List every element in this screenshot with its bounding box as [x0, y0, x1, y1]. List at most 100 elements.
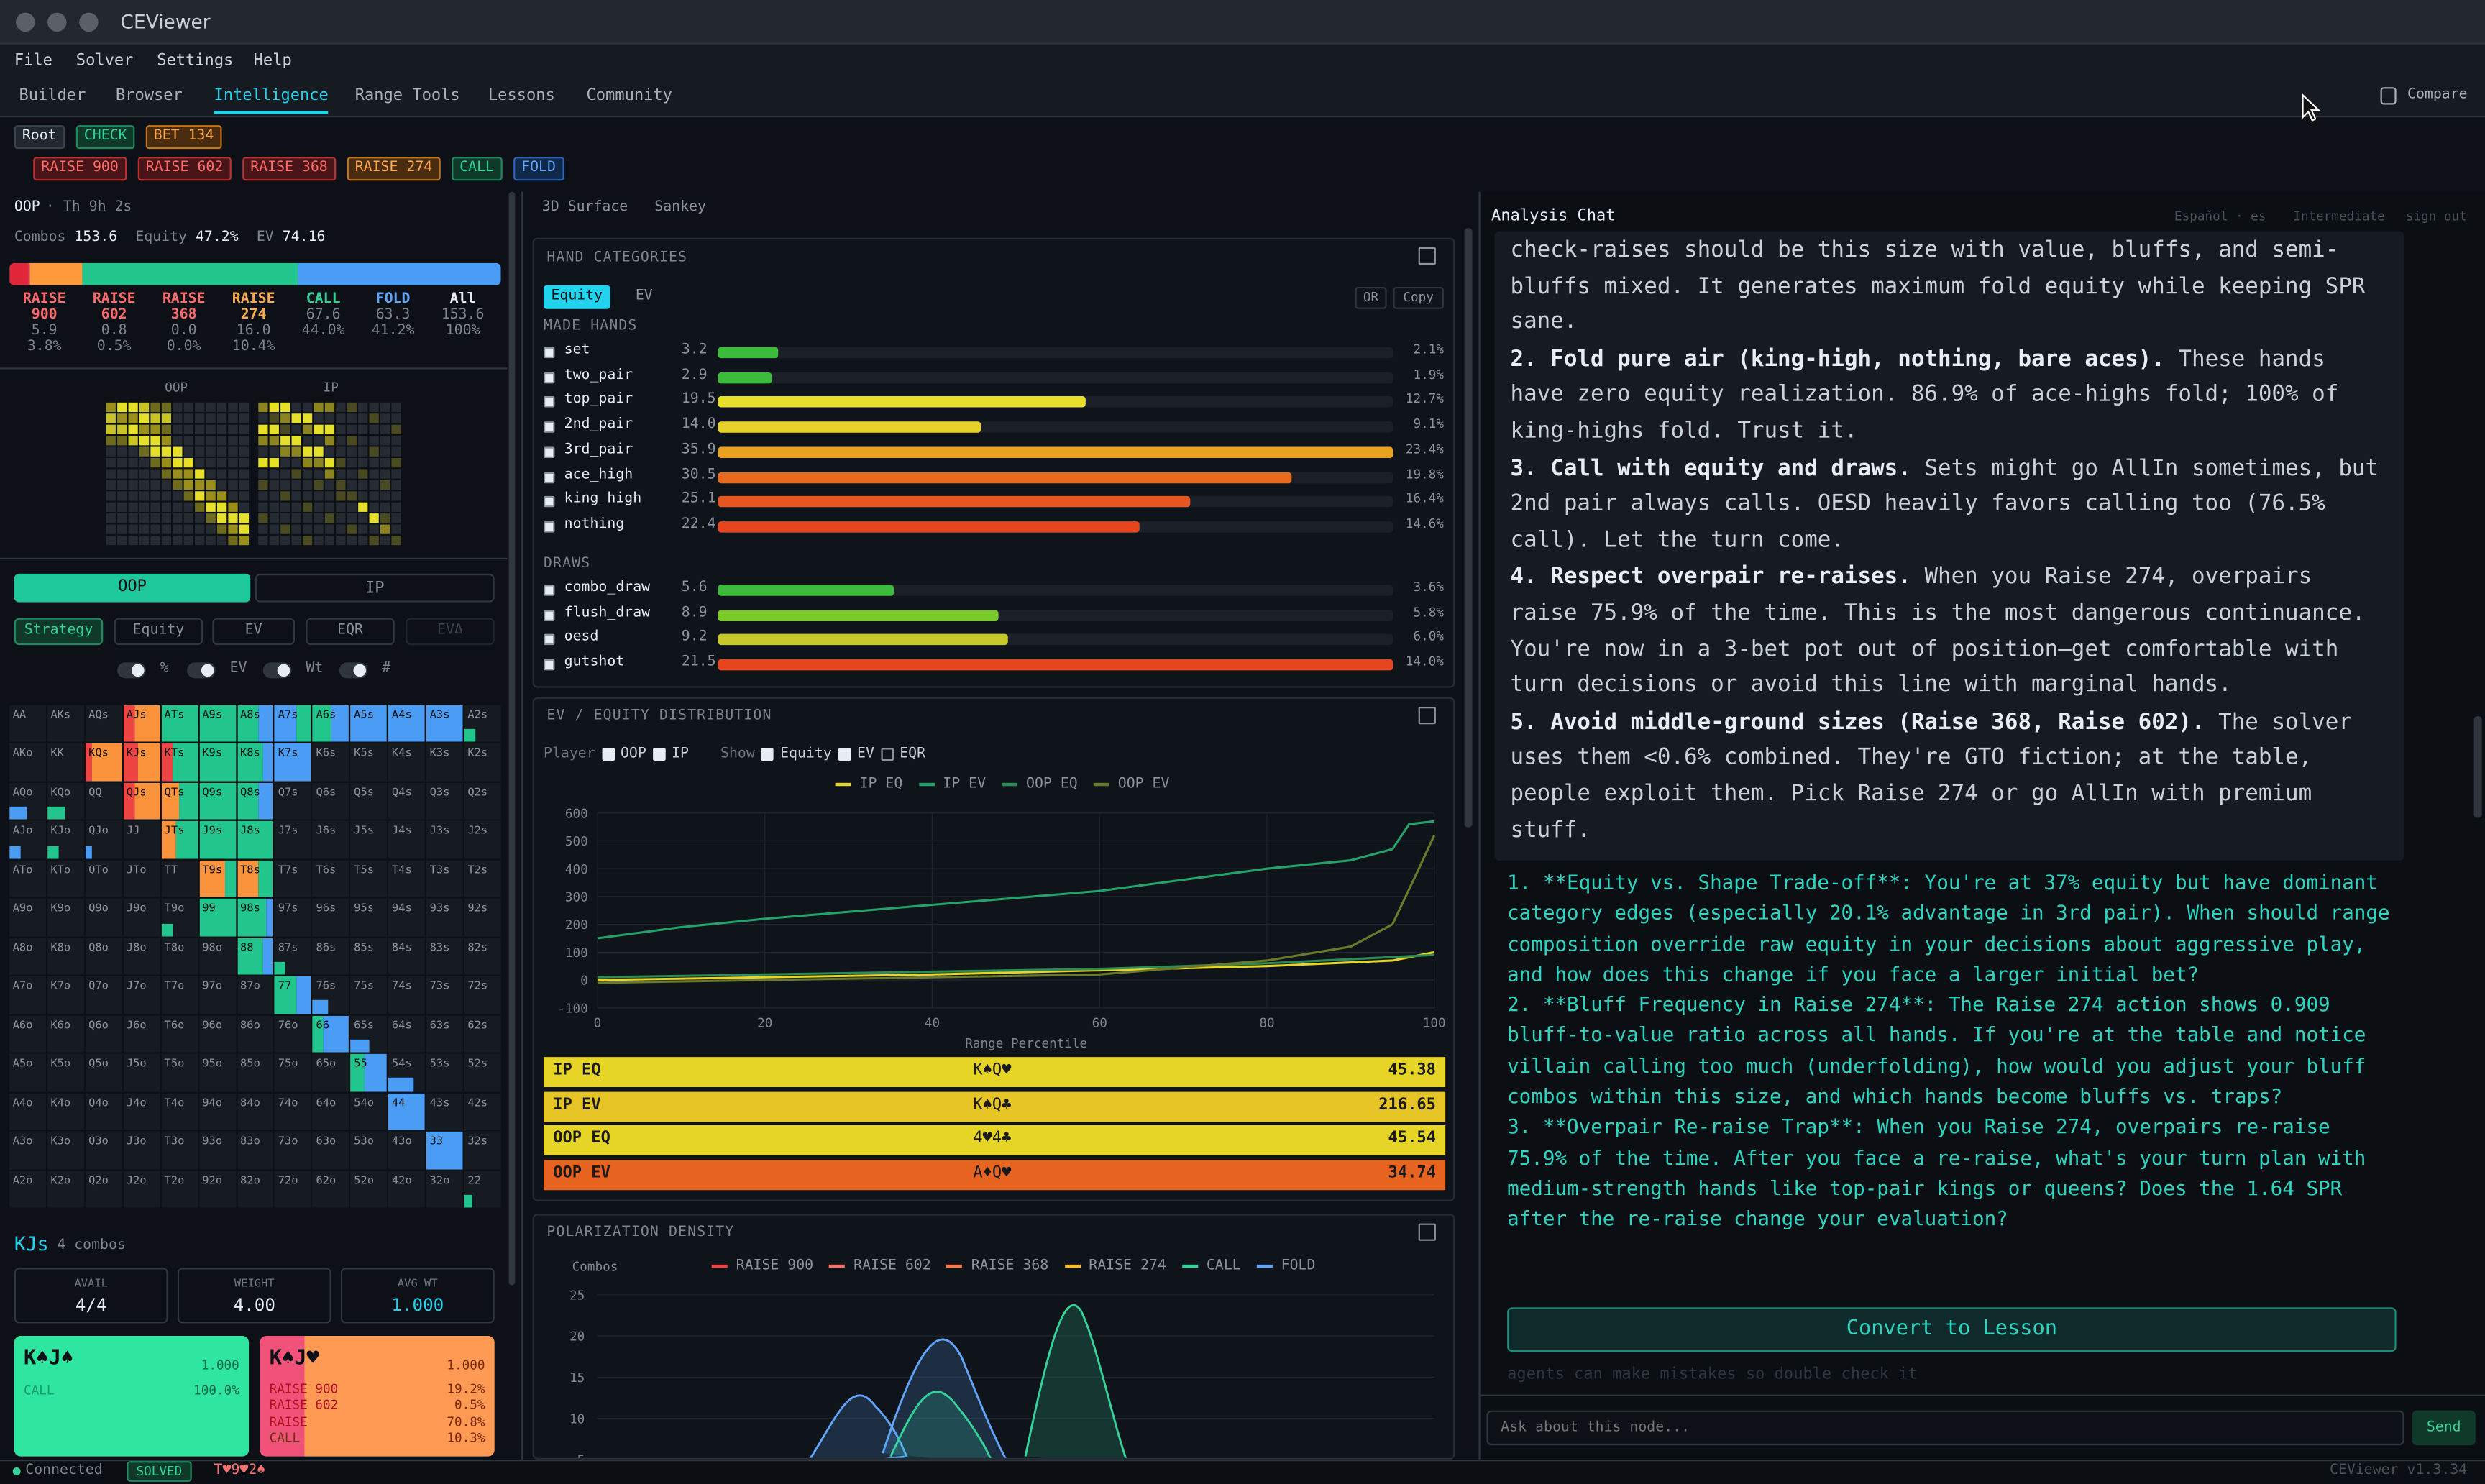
strategy-column[interactable]: RAISE 274 16.0 10.4%	[219, 292, 288, 355]
hand-cell[interactable]: JJ	[123, 822, 160, 859]
expand-icon[interactable]	[1419, 1224, 1436, 1241]
menu-solver[interactable]: Solver	[76, 52, 134, 70]
hand-cell[interactable]: Q4s	[388, 783, 425, 820]
hand-cell[interactable]: 87o	[237, 976, 274, 1014]
strategy-column[interactable]: RAISE 900 5.9 3.8%	[9, 292, 79, 355]
category-checkbox[interactable]	[544, 659, 554, 670]
hand-cell[interactable]: K4o	[47, 1093, 84, 1130]
hand-cell[interactable]: 95o	[199, 1054, 236, 1091]
category-checkbox[interactable]	[544, 421, 554, 432]
tab-browser[interactable]: Browser	[116, 87, 183, 104]
hand-cell[interactable]: Q3s	[426, 783, 463, 820]
view-eqr-button[interactable]: EQR	[306, 618, 394, 645]
check-equity-box[interactable]	[761, 748, 774, 761]
check-oop-box[interactable]	[601, 748, 614, 761]
category-checkbox[interactable]	[544, 635, 554, 646]
minimize-window-button[interactable]	[47, 13, 66, 32]
category-checkbox[interactable]	[544, 496, 554, 507]
category-checkbox[interactable]	[544, 585, 554, 595]
categories-equity-tab[interactable]: Equity	[544, 285, 610, 309]
hand-cell[interactable]: K7o	[47, 976, 84, 1014]
hand-cell[interactable]: T2o	[161, 1171, 198, 1208]
hand-cell[interactable]: T5s	[351, 860, 388, 897]
hand-cell[interactable]: A9o	[9, 899, 46, 936]
action-raise-274[interactable]: RAISE 274	[347, 157, 441, 180]
distribution-row[interactable]: IP EV K♠Q♣ 216.65	[544, 1091, 1445, 1122]
hand-cell[interactable]: 55	[351, 1054, 388, 1091]
hand-cell[interactable]: 63s	[426, 1015, 463, 1053]
action-check[interactable]: CHECK	[76, 125, 135, 149]
hand-cell[interactable]: AQo	[9, 783, 46, 820]
toggle-percent[interactable]	[117, 662, 146, 678]
hand-cell[interactable]: 95s	[351, 899, 388, 936]
hand-cell[interactable]: Q7o	[86, 976, 122, 1014]
hand-cell[interactable]: 96s	[313, 899, 349, 936]
hand-cell[interactable]: Q9o	[86, 899, 122, 936]
hand-cell[interactable]: K2o	[47, 1171, 84, 1208]
toggle-ev[interactable]	[187, 662, 216, 678]
hand-cell[interactable]: K2s	[464, 744, 501, 782]
hand-cell[interactable]: J7s	[275, 822, 311, 859]
hand-cell[interactable]: T3s	[426, 860, 463, 897]
category-row[interactable]: gutshot 21.5 14.0%	[534, 653, 1453, 677]
hand-cell[interactable]: 97o	[199, 976, 236, 1014]
hand-cell[interactable]: 44	[388, 1093, 425, 1130]
hand-cell[interactable]: T7s	[275, 860, 311, 897]
hand-cell[interactable]: AJs	[123, 705, 160, 743]
category-row[interactable]: king_high 25.1 16.4%	[534, 490, 1453, 513]
categories-or-button[interactable]: OR	[1355, 287, 1387, 309]
hand-cell[interactable]: A5o	[9, 1054, 46, 1091]
category-checkbox[interactable]	[544, 446, 554, 457]
check-eqr-box[interactable]	[881, 748, 894, 761]
hand-cell[interactable]: A2s	[464, 705, 501, 743]
category-row[interactable]: flush_draw 8.9 5.8%	[534, 603, 1453, 627]
close-window-button[interactable]	[16, 13, 35, 32]
hand-cell[interactable]: T2s	[464, 860, 501, 897]
hand-cell[interactable]: K5o	[47, 1054, 84, 1091]
hand-cell[interactable]: KTo	[47, 860, 84, 897]
hand-cell[interactable]: T6s	[313, 860, 349, 897]
action-call[interactable]: CALL	[452, 157, 502, 180]
hand-cell[interactable]: K8o	[47, 938, 84, 975]
strategy-column[interactable]: FOLD 63.3 41.2%	[358, 292, 428, 339]
hand-cell[interactable]: Q4o	[86, 1093, 122, 1130]
check-ev-box[interactable]	[838, 748, 851, 761]
hand-cell[interactable]: 52o	[351, 1171, 388, 1208]
hand-cell[interactable]: 92s	[464, 899, 501, 936]
hand-cell[interactable]: Q9s	[199, 783, 236, 820]
hand-cell[interactable]: QQ	[86, 783, 122, 820]
chat-input[interactable]	[1486, 1411, 2404, 1445]
hand-cell[interactable]: KQo	[47, 783, 84, 820]
strategy-column[interactable]: RAISE 368 0.0 0.0%	[149, 292, 219, 355]
hand-cell[interactable]: AKo	[9, 744, 46, 782]
hand-cell[interactable]: 43s	[426, 1093, 463, 1130]
hand-cell[interactable]: ATs	[161, 705, 198, 743]
action-raise-368[interactable]: RAISE 368	[242, 157, 336, 180]
hand-cell[interactable]: 74s	[388, 976, 425, 1014]
hand-cell[interactable]: 73s	[426, 976, 463, 1014]
hand-cell[interactable]: 42o	[388, 1171, 425, 1208]
strategy-column[interactable]: CALL 67.6 44.0%	[288, 292, 358, 339]
hand-cell[interactable]: J3o	[123, 1132, 160, 1169]
hand-cell[interactable]: A8s	[237, 705, 274, 743]
strategy-column[interactable]: RAISE 602 0.8 0.5%	[79, 292, 149, 355]
hand-cell[interactable]: J6s	[313, 822, 349, 859]
categories-ev-tab[interactable]: EV	[636, 288, 653, 304]
hand-cell[interactable]: J2o	[123, 1171, 160, 1208]
hand-cell[interactable]: QTs	[161, 783, 198, 820]
hand-cell[interactable]: 83s	[426, 938, 463, 975]
hand-cell[interactable]: 76s	[313, 976, 349, 1014]
left-scrollbar[interactable]	[509, 192, 516, 1286]
category-row[interactable]: 2nd_pair 14.0 9.1%	[534, 416, 1453, 439]
hand-cell[interactable]: 54o	[351, 1093, 388, 1130]
category-checkbox[interactable]	[544, 347, 554, 358]
tab-sankey[interactable]: Sankey	[654, 200, 706, 216]
hand-cell[interactable]: Q5o	[86, 1054, 122, 1091]
follow-up-question[interactable]: 1. **Equity vs. Shape Trade-off**: You'r…	[1507, 867, 2398, 989]
hand-cell[interactable]: K6s	[313, 744, 349, 782]
hand-cell[interactable]: 64s	[388, 1015, 425, 1053]
hand-cell[interactable]: K9o	[47, 899, 84, 936]
hand-cell[interactable]: K5s	[351, 744, 388, 782]
hand-cell[interactable]: 66	[313, 1015, 349, 1053]
category-row[interactable]: 3rd_pair 35.9 23.4%	[534, 440, 1453, 464]
